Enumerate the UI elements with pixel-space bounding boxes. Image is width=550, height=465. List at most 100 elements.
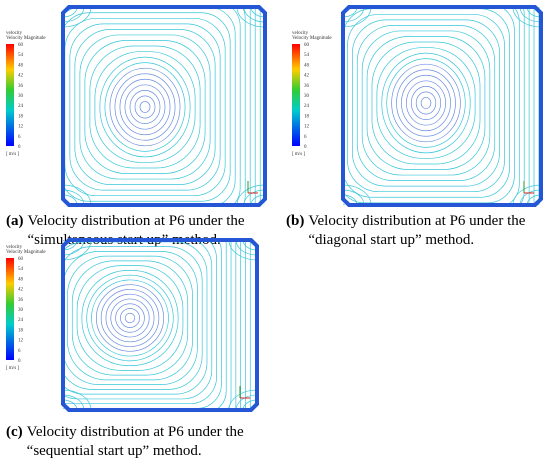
legend-tick: 12: [18, 125, 24, 130]
contour-line: [230, 7, 241, 205]
contour-line: [139, 101, 151, 113]
caption-label: (c): [6, 424, 23, 440]
legend-tick: 42: [18, 288, 24, 293]
caption-text: Velocity distribution at P6 under the: [308, 213, 525, 229]
contour-line: [94, 51, 196, 163]
contour-line: [81, 270, 179, 366]
contour-line: [91, 279, 169, 357]
contours: [63, 7, 265, 205]
legend-title: velocity: [6, 31, 23, 36]
legend-tick: 0: [18, 359, 21, 364]
contour-line: [519, 7, 525, 205]
contour-line: [63, 246, 203, 390]
contour-line: [343, 7, 520, 205]
contour-line: [64, 17, 226, 197]
contour-line: [105, 293, 155, 343]
legend-tick: 0: [304, 145, 307, 150]
caption-label: (a): [6, 213, 24, 229]
contour-line: [63, 12, 231, 202]
contour-line: [86, 274, 174, 362]
contour-line: [119, 78, 171, 136]
legend-unit: [ m/s ]: [292, 152, 305, 157]
caption-text: Velocity distribution at P6 under the: [28, 213, 245, 229]
legend-tick: 60: [18, 43, 24, 48]
caption-label: (b): [286, 213, 304, 229]
contour-line: [109, 67, 181, 147]
legend-title: velocity: [6, 245, 23, 250]
contour-line: [120, 308, 140, 328]
contour-line: [63, 240, 217, 405]
cavity-border: [341, 5, 543, 207]
contour-line: [99, 56, 191, 158]
contour-line: [259, 7, 261, 205]
contour-line: [234, 240, 237, 410]
contour-line: [124, 84, 166, 130]
legend-tick: 12: [304, 125, 310, 130]
legend-tick: 12: [18, 339, 24, 344]
contour-line: [89, 45, 201, 169]
contour-line: [391, 63, 461, 143]
legend-tick: 30: [18, 94, 24, 99]
legend-tick: 24: [18, 318, 24, 323]
contour-line: [74, 29, 216, 185]
legend-tick: 54: [304, 53, 310, 58]
legend-tick: 42: [304, 74, 310, 79]
contours: [63, 240, 257, 410]
contour-line: [114, 73, 176, 141]
legend-tick: 60: [304, 43, 310, 48]
contour-line: [63, 251, 198, 385]
cavity-border: [61, 238, 259, 412]
contour-line: [386, 58, 466, 148]
contour-line: [69, 23, 221, 191]
contour-line: [124, 312, 136, 324]
color-bar: [292, 44, 300, 146]
legend-tick: 54: [18, 53, 24, 58]
legend-title: velocity: [292, 31, 309, 36]
contour-line: [366, 36, 486, 170]
contour-line: [415, 91, 437, 115]
contour-line: [240, 240, 242, 410]
legend-tick: 48: [304, 63, 310, 68]
legend-tick: 36: [304, 84, 310, 89]
contour-line: [406, 80, 446, 126]
legend-tick: 60: [18, 257, 24, 262]
legend-tick: 18: [18, 114, 24, 119]
contour-line: [401, 74, 451, 132]
caption: (c) Velocity distribution at P6 under the: [6, 424, 244, 440]
legend-subtitle: Velocity Magnitude: [6, 250, 46, 255]
contour-line: [67, 255, 193, 381]
legend-subtitle: Velocity Magnitude: [6, 36, 46, 41]
contour-line: [254, 7, 256, 205]
contour-line: [63, 7, 236, 205]
contour-line: [79, 34, 211, 180]
contour-line: [84, 40, 206, 174]
contour-line: [361, 30, 491, 176]
color-bar: [6, 258, 14, 360]
contour-line: [63, 241, 208, 395]
contour-line: [343, 8, 510, 198]
contour-line: [420, 97, 432, 109]
contours: [343, 7, 541, 205]
contour-line: [134, 95, 156, 119]
caption: (a) Velocity distribution at P6 under the: [6, 213, 245, 229]
contour-line: [115, 303, 145, 333]
legend-tick: 6: [18, 135, 21, 140]
contour-line: [528, 7, 530, 205]
contour-line: [76, 265, 184, 371]
contour-line: [241, 7, 246, 205]
contour-line: [100, 289, 160, 347]
legend-tick: 48: [18, 277, 24, 282]
caption-text: “diagonal start up” method.: [308, 232, 474, 248]
contour-line: [63, 240, 213, 400]
contour-line: [245, 240, 246, 410]
legend-tick: 24: [304, 104, 310, 109]
contour-line: [376, 47, 476, 159]
cavity-border: [61, 5, 267, 207]
caption-text: Velocity distribution at P6 under the: [27, 424, 244, 440]
caption-text: “sequential start up” method.: [27, 443, 202, 459]
legend-tick: 24: [18, 104, 24, 109]
